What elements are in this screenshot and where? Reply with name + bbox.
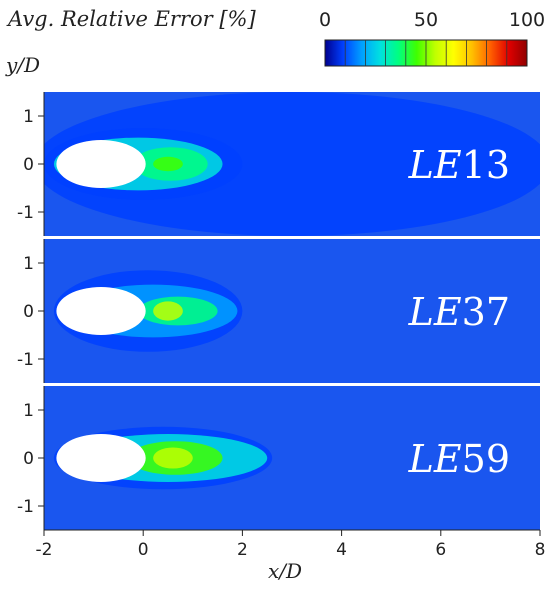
colorbar (324, 39, 528, 67)
cylinder-body (56, 287, 146, 335)
colorbar-tick-label: 100 (509, 9, 545, 31)
x-tick-label: 4 (336, 540, 347, 560)
x-tick-label: 0 (138, 540, 149, 560)
cylinder-body (56, 434, 146, 482)
panel-label: LE59 (408, 437, 510, 481)
wake-error-region (153, 156, 183, 172)
panel-le13: LE13 -1 0 1 (17, 92, 540, 236)
x-tick-label: -2 (36, 540, 53, 560)
x-tick-label: 8 (535, 540, 546, 560)
colorbar-tick-label: 50 (414, 9, 438, 31)
colorbar-tick-labels: 0 50 100 (319, 9, 545, 31)
x-axis-label: x/D (268, 559, 302, 583)
plot-panels: LE13 -1 0 1 LE37 -1 0 1 LE59 -1 0 1 (17, 92, 540, 530)
wake-error-region (153, 301, 183, 321)
y-axis-label: y/D (5, 53, 40, 77)
y-tick-label: 0 (23, 449, 34, 469)
colorbar-tick-label: 0 (319, 9, 331, 31)
x-axis: -2 0 2 4 6 8 (36, 529, 546, 560)
y-tick-label: 1 (23, 107, 34, 127)
y-tick-label: 1 (23, 254, 34, 274)
panel-label: LE37 (408, 290, 510, 334)
y-tick-label: 0 (23, 302, 34, 322)
colorbar-title: Avg. Relative Error [%] (6, 7, 256, 31)
y-tick-label: -1 (17, 203, 34, 223)
y-tick-label: 1 (23, 401, 34, 421)
panel-le37: LE37 -1 0 1 (17, 239, 540, 383)
cylinder-body (56, 140, 146, 188)
x-tick-label: 2 (237, 540, 248, 560)
panel-label: LE13 (408, 143, 510, 187)
y-tick-label: -1 (17, 497, 34, 517)
wake-error-region (153, 447, 193, 469)
y-tick-label: 0 (23, 155, 34, 175)
x-tick-label: 6 (435, 540, 446, 560)
y-tick-label: -1 (17, 350, 34, 370)
panel-le59: LE59 -1 0 1 (17, 386, 540, 530)
wake-error-region (44, 92, 540, 236)
